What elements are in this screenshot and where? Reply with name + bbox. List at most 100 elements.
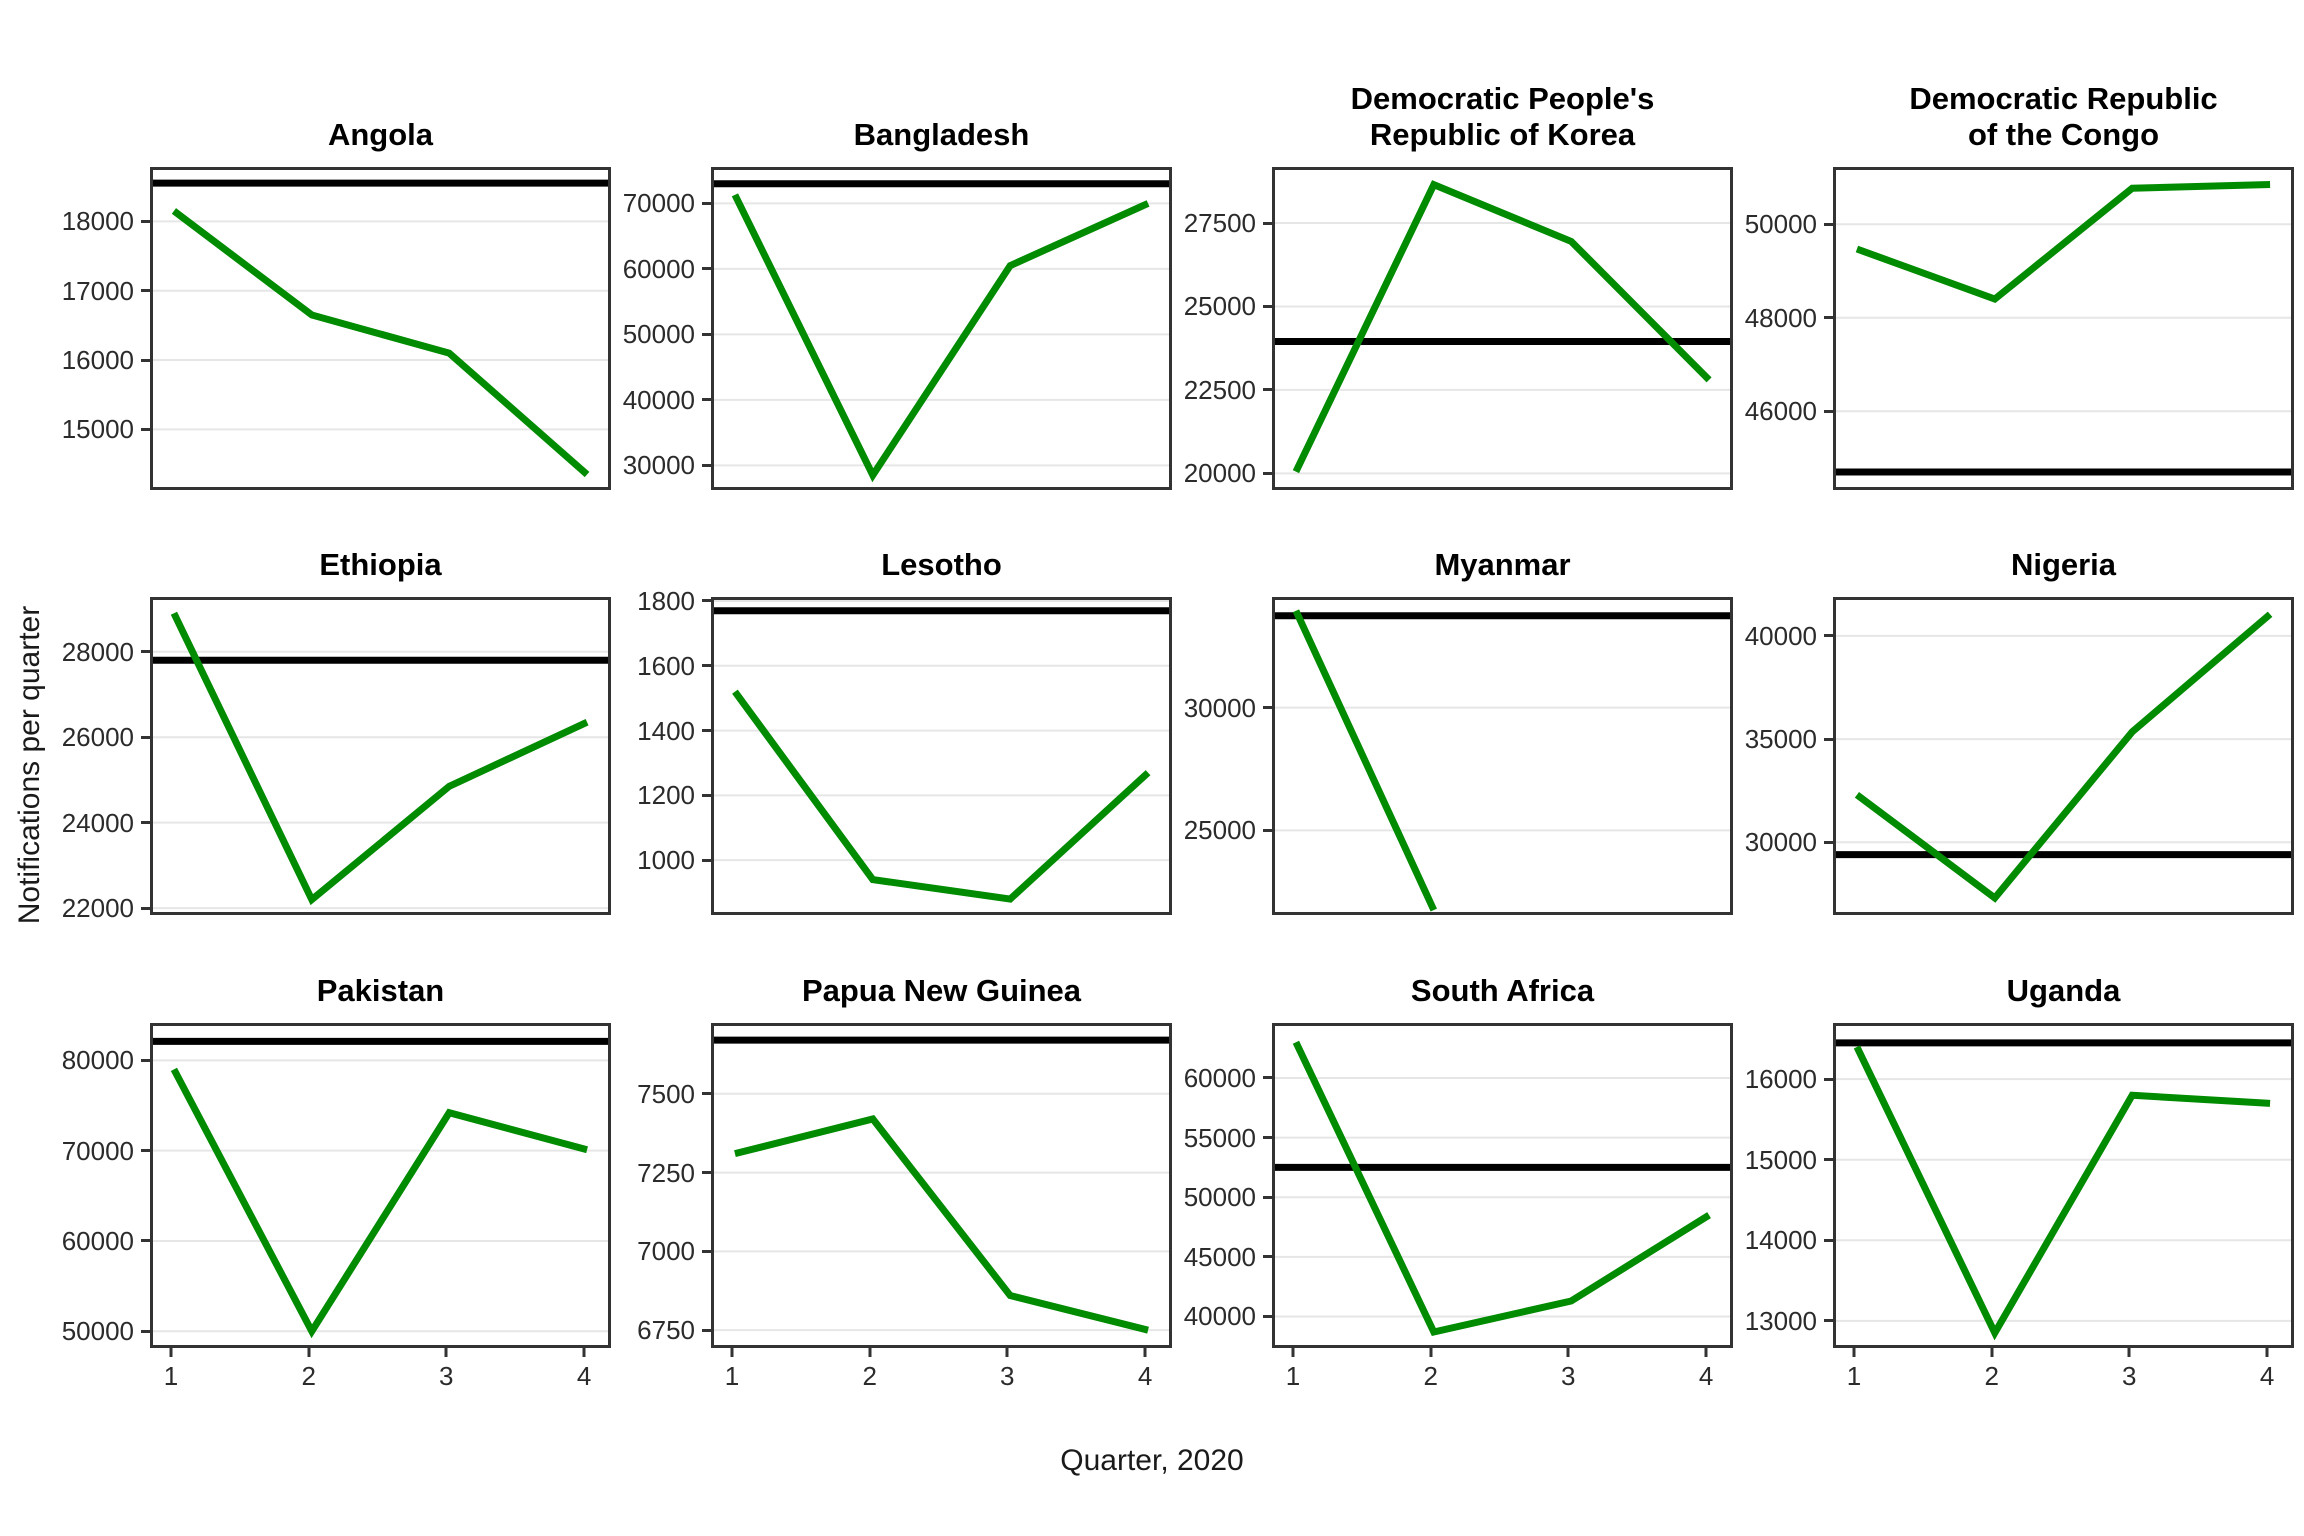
y-tick-mark <box>141 358 150 362</box>
y-tick-label: 7250 <box>637 1157 695 1188</box>
x-axis-ticks: 1 2 3 4 <box>1272 1348 1733 1393</box>
panel-canvas <box>1836 1039 2291 1341</box>
panel-plot-area <box>711 597 1172 915</box>
y-tick-label: 70000 <box>622 188 695 219</box>
y-tick-label: 1400 <box>637 715 695 746</box>
y-tick-label: 46000 <box>1744 396 1817 427</box>
y-axis-ticks: 30000 35000 40000 <box>1733 597 1833 915</box>
y-tick-mark <box>1824 1238 1833 1242</box>
panels-grid: Angola 15000 16000 17000 18000 Bangladesh 3000… <box>50 8 2294 1393</box>
y-tick-mark <box>1824 1158 1833 1162</box>
panel-body: 1000 1200 1400 1600 1800 <box>611 588 1172 915</box>
y-axis-ticks: 13000 14000 15000 16000 <box>1733 1023 1833 1348</box>
y-tick-mark <box>702 398 711 402</box>
y-tick-mark <box>702 267 711 271</box>
y-tick-mark <box>141 219 150 223</box>
y-tick-label: 60000 <box>622 253 695 284</box>
y-tick-label: 22500 <box>1183 374 1256 405</box>
y-tick-label: 40000 <box>1744 620 1817 651</box>
y-tick-label: 20000 <box>1183 458 1256 489</box>
panel-democratic-people-s-republic-of-korea: Democratic People's Republic of Korea 200… <box>1172 8 1733 490</box>
y-tick-mark <box>141 735 150 739</box>
y-tick-mark <box>702 793 711 797</box>
y-axis-ticks: 25000 30000 <box>1172 597 1272 915</box>
panel-canvas <box>153 1037 608 1339</box>
x-tick-label: 2 <box>301 1361 317 1391</box>
x-tick-mark <box>1990 1348 1994 1357</box>
panel-canvas <box>153 179 608 478</box>
data-line <box>1854 611 2273 903</box>
panel-body: 6750 7000 7250 7500 <box>611 1023 1172 1348</box>
y-tick-mark <box>1263 304 1272 308</box>
y-tick-mark <box>1263 1076 1272 1080</box>
y-tick-label: 14000 <box>1744 1225 1817 1256</box>
y-tick-label: 50000 <box>61 1316 134 1347</box>
panel-body: 25000 30000 <box>1172 597 1733 915</box>
y-tick-label: 7500 <box>637 1078 695 1109</box>
panel-title: Lesotho <box>881 547 1002 582</box>
x-axis-title: Quarter, 2020 <box>1060 1444 1244 1477</box>
panel-democratic-republic-of-the-congo: Democratic Republic of the Congo 46000 480… <box>1733 8 2294 490</box>
x-tick-label: 3 <box>999 1361 1015 1391</box>
data-line <box>1853 1045 2271 1341</box>
y-tick-mark <box>1824 222 1833 226</box>
y-tick-label: 6750 <box>637 1315 695 1346</box>
y-tick-mark <box>1824 1319 1833 1323</box>
panel-canvas <box>714 180 1169 483</box>
panel-papua-new-guinea: Papua New Guinea 6750 7000 7250 7500 1 2 3 4 <box>611 915 1172 1393</box>
panel-plot-area <box>1833 1023 2294 1348</box>
x-tick-mark <box>1429 1348 1433 1357</box>
data-line <box>1292 609 1437 912</box>
y-tick-label: 24000 <box>61 807 134 838</box>
y-tick-mark <box>1263 706 1272 710</box>
y-axis-ticks: 22000 24000 26000 28000 <box>50 597 150 921</box>
x-tick-label: 3 <box>1560 1361 1576 1391</box>
x-tick-mark <box>2127 1348 2131 1357</box>
y-tick-mark <box>702 1328 711 1332</box>
panel-canvas <box>1275 180 1730 475</box>
x-tick-label: 3 <box>438 1361 454 1391</box>
y-tick-label: 27500 <box>1183 208 1256 239</box>
y-tick-mark <box>702 332 711 336</box>
x-tick-label: 4 <box>1137 1361 1153 1391</box>
panel-nigeria: Nigeria 30000 35000 40000 <box>1733 490 2294 915</box>
y-tick-mark <box>1263 1255 1272 1259</box>
panel-canvas <box>1275 609 1730 912</box>
y-tick-label: 15000 <box>1744 1144 1817 1175</box>
x-tick-label: 2 <box>1984 1361 2000 1391</box>
y-tick-label: 17000 <box>61 275 134 306</box>
data-line <box>1292 1040 1711 1337</box>
y-tick-mark <box>1824 737 1833 741</box>
x-tick-mark <box>1566 1348 1570 1357</box>
y-tick-mark <box>141 427 150 431</box>
x-tick-mark <box>1005 1348 1009 1357</box>
panel-title: Ethiopia <box>319 547 442 582</box>
y-tick-label: 26000 <box>61 722 134 753</box>
y-tick-mark <box>702 1249 711 1253</box>
panel-title: Bangladesh <box>853 117 1030 152</box>
panel-plot-area <box>1833 597 2294 915</box>
data-line <box>170 611 589 906</box>
y-tick-label: 15000 <box>61 414 134 445</box>
y-tick-mark <box>141 1239 150 1243</box>
y-tick-mark <box>1263 1195 1272 1199</box>
x-tick-mark <box>307 1348 311 1357</box>
panel-body: 50000 60000 70000 80000 <box>50 1023 611 1348</box>
y-axis-ticks: 15000 16000 17000 18000 <box>50 167 150 490</box>
y-tick-mark <box>141 1149 150 1153</box>
panel-body: 15000 16000 17000 18000 <box>50 167 611 490</box>
y-tick-mark <box>1263 388 1272 392</box>
panel-plot-area <box>150 1023 611 1348</box>
x-axis-ticks: 1 2 3 4 <box>1833 1348 2294 1393</box>
y-tick-label: 18000 <box>61 206 134 237</box>
y-tick-label: 16000 <box>61 345 134 376</box>
y-tick-label: 30000 <box>1744 827 1817 858</box>
y-tick-label: 1200 <box>637 780 695 811</box>
x-tick-mark <box>444 1348 448 1357</box>
y-tick-mark <box>141 289 150 293</box>
y-tick-label: 70000 <box>61 1135 134 1166</box>
y-tick-label: 40000 <box>1183 1301 1256 1332</box>
y-tick-label: 16000 <box>1744 1064 1817 1095</box>
y-tick-mark <box>1263 828 1272 832</box>
panel-canvas <box>714 600 1169 903</box>
